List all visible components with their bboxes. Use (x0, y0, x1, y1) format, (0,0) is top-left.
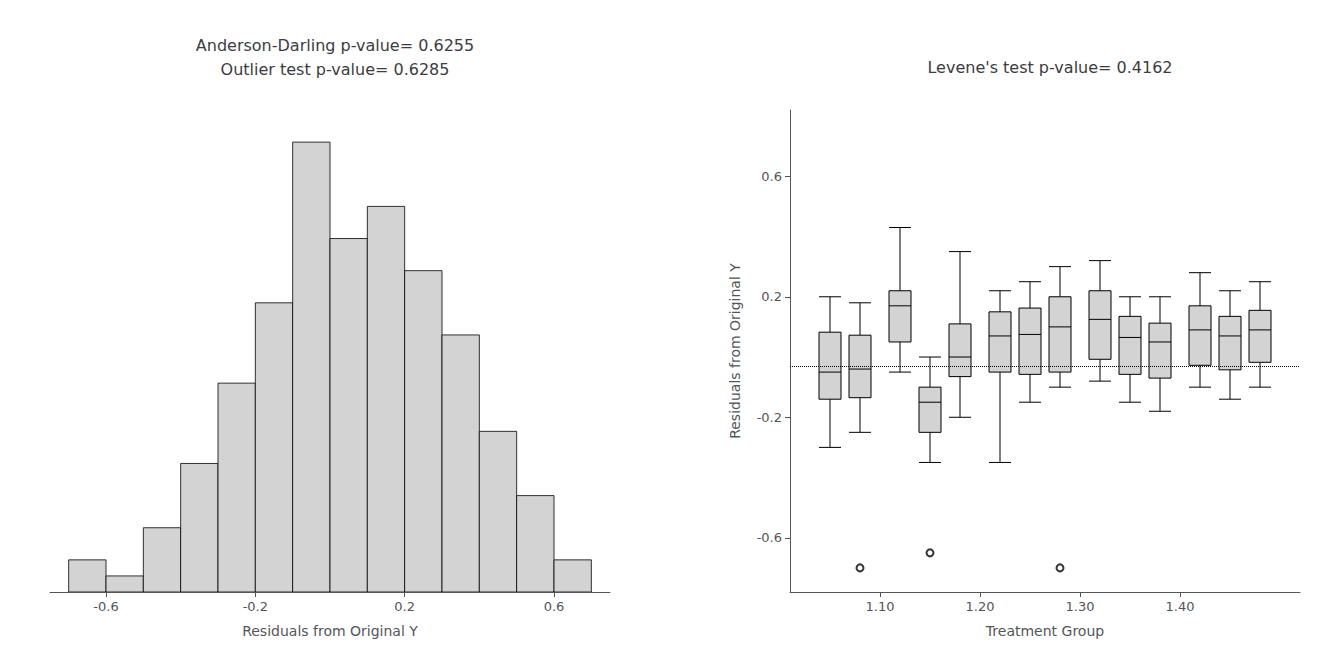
svg-text:Anderson-Darling p-value= 0.62: Anderson-Darling p-value= 0.6255 (196, 36, 474, 55)
svg-text:Levene's test p-value= 0.4162: Levene's test p-value= 0.4162 (927, 58, 1172, 77)
svg-text:0.6: 0.6 (544, 599, 565, 614)
svg-text:1.20: 1.20 (966, 599, 995, 614)
svg-text:1.10: 1.10 (866, 599, 895, 614)
svg-text:Residuals from Original Y: Residuals from Original Y (727, 263, 743, 439)
svg-text:-0.2: -0.2 (757, 410, 782, 425)
svg-text:Outlier test p-value= 0.6285: Outlier test p-value= 0.6285 (221, 60, 450, 79)
svg-text:-0.2: -0.2 (243, 599, 268, 614)
svg-text:1.40: 1.40 (1166, 599, 1195, 614)
svg-text:-0.6: -0.6 (93, 599, 118, 614)
svg-text:0.6: 0.6 (761, 169, 782, 184)
svg-text:0.2: 0.2 (394, 599, 415, 614)
svg-text:0.2: 0.2 (761, 289, 782, 304)
svg-text:1.30: 1.30 (1066, 599, 1095, 614)
svg-text:-0.6: -0.6 (757, 530, 782, 545)
svg-text:Residuals from Original Y: Residuals from Original Y (242, 623, 418, 639)
svg-text:Treatment Group: Treatment Group (985, 623, 1104, 639)
